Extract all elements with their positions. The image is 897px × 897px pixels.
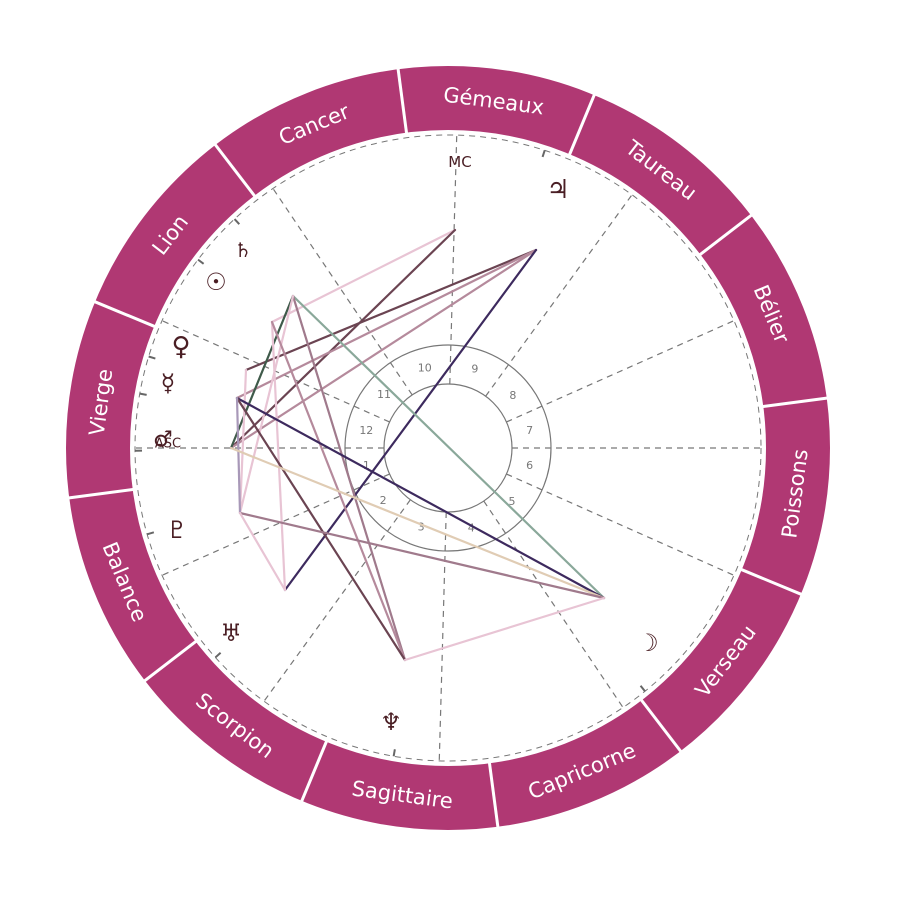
aspect-line — [235, 396, 606, 600]
planet-ticks — [135, 150, 646, 757]
venus-icon: ♀ — [171, 332, 190, 362]
sign-divider — [93, 300, 156, 329]
house-number-4: 4 — [468, 522, 475, 535]
sign-divider — [300, 740, 329, 803]
aspect-line — [238, 511, 606, 600]
neptune-icon: ♆ — [380, 708, 402, 736]
tick-saturn — [233, 218, 241, 225]
jupiter-icon: ♃ — [546, 175, 569, 205]
aspect-line — [229, 228, 457, 450]
house-cusp-4 — [438, 511, 447, 761]
mercury-icon: ☿ — [161, 369, 176, 397]
house-number-10: 10 — [418, 361, 432, 374]
sign-divider — [762, 396, 828, 409]
aspect-line — [244, 248, 538, 372]
house-cusp-2 — [161, 473, 390, 576]
sign-divider — [143, 639, 198, 683]
tick-sun — [197, 258, 205, 265]
sign-divider — [740, 567, 803, 596]
house-number-12: 12 — [359, 424, 373, 437]
aspect-lines — [229, 228, 606, 662]
saturn-icon: ♄ — [234, 238, 252, 262]
house-number-9: 9 — [471, 362, 478, 375]
tick-pluto — [146, 531, 155, 536]
house-number-1: 1 — [363, 459, 370, 472]
house-cusp-8 — [506, 320, 735, 423]
sun-icon: ☉ — [205, 268, 227, 296]
tick-venus — [148, 355, 156, 360]
aspect-line — [235, 396, 407, 662]
planet-glyphs: ♃ ♄ ☉ ♀ ☿ ♂ ♇ ♅ ♆ ☽ — [153, 175, 659, 736]
house-number-5: 5 — [508, 495, 515, 508]
aspect-line — [270, 320, 287, 592]
tick-mercury — [139, 392, 147, 396]
aspect-line — [235, 248, 538, 400]
uranus-icon: ♅ — [220, 619, 242, 647]
house-number-7: 7 — [526, 424, 533, 437]
tick-uranus — [214, 652, 222, 659]
asc-label: ASC — [155, 437, 181, 452]
tick-moon — [639, 685, 646, 692]
aspect-line — [229, 248, 538, 450]
aspect-line — [270, 228, 457, 324]
house-cusp-10 — [449, 135, 458, 385]
aspect-line — [229, 446, 606, 600]
house-cusp-12 — [161, 320, 390, 423]
sign-divider — [396, 68, 409, 134]
aspect-line — [238, 368, 248, 515]
house-number-11: 11 — [377, 388, 391, 401]
moon-icon: ☽ — [637, 629, 659, 657]
planet-orbit-circle — [134, 134, 762, 762]
aspect-line — [291, 294, 606, 600]
tick-jupiter — [541, 150, 546, 158]
aspect-line — [291, 294, 407, 662]
mars-icon: ♂ — [153, 428, 173, 453]
house-number-2: 2 — [380, 494, 387, 507]
house-cusp-9 — [485, 194, 633, 397]
aspect-line — [238, 294, 295, 515]
house-cusp-6 — [506, 473, 735, 576]
sign-divider — [639, 698, 683, 753]
aspect-line — [229, 294, 295, 450]
pluto-icon: ♇ — [166, 516, 188, 544]
house-number-8: 8 — [509, 389, 516, 402]
sign-divider — [68, 487, 134, 500]
house-cusp-lines — [135, 135, 761, 761]
sign-divider — [567, 93, 596, 156]
sign-divider — [487, 762, 500, 828]
aspect-line — [235, 396, 242, 515]
house-number-3: 3 — [418, 521, 425, 534]
mc-label: MC — [448, 153, 471, 171]
house-number-6: 6 — [526, 459, 533, 472]
house-cusp-3 — [263, 499, 411, 702]
tick-neptune — [392, 749, 396, 757]
aspect-line — [238, 511, 287, 592]
axis-labels: MC ASC — [155, 153, 472, 452]
sign-divider — [698, 213, 753, 257]
sign-divider — [213, 143, 257, 198]
house-cusp-11 — [272, 188, 413, 396]
house-cusp-5 — [483, 500, 624, 708]
aspect-line — [403, 596, 606, 662]
